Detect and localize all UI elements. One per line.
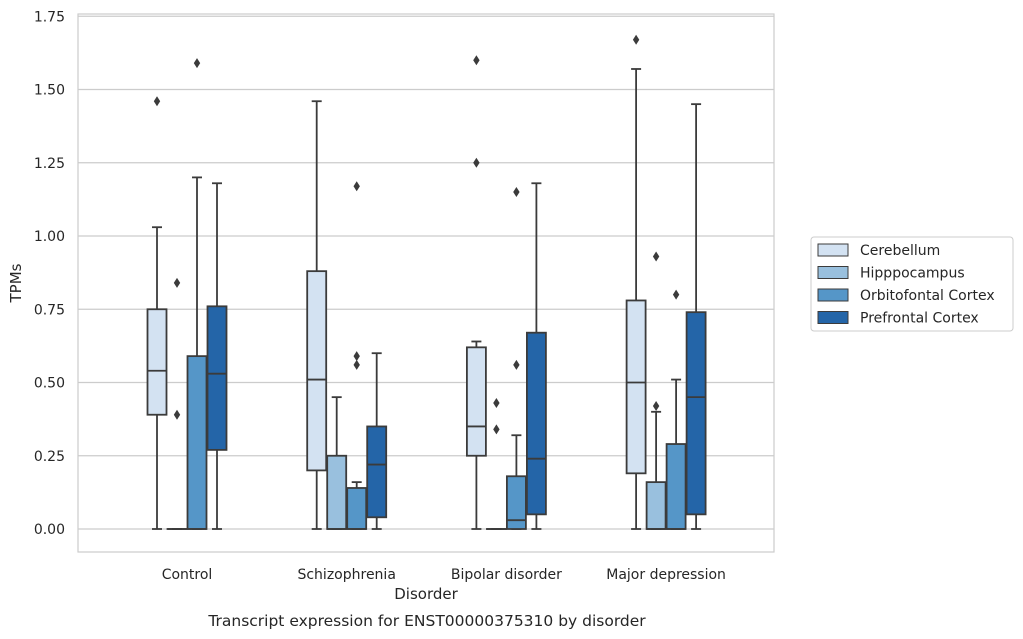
y-tick-label: 1.00 bbox=[34, 229, 65, 245]
box-prefrontal-cortex bbox=[206, 182, 228, 530]
outlier-point bbox=[193, 58, 201, 69]
box-hipppocampus bbox=[166, 277, 188, 530]
y-tick-label: 0.75 bbox=[34, 302, 65, 318]
x-tick-label: Schizophrenia bbox=[297, 567, 395, 583]
x-axis-label: Disorder bbox=[394, 585, 458, 603]
x-tick-label: Control bbox=[162, 567, 213, 583]
box-iqr bbox=[645, 481, 667, 530]
x-tick-label: Bipolar disorder bbox=[451, 567, 562, 583]
box-iqr bbox=[465, 346, 487, 457]
box-cerebellum bbox=[625, 34, 647, 530]
box-orbitofontal-cortex bbox=[186, 58, 208, 530]
box-iqr bbox=[625, 299, 647, 475]
figure-caption: Transcript expression for ENST0000037531… bbox=[207, 612, 646, 630]
box-hipppocampus bbox=[645, 251, 667, 530]
plot-frame bbox=[77, 13, 775, 553]
y-axis-ticks: 0.00 0.25 0.50 0.75 1.00 1.25 1.50 1.75 bbox=[34, 9, 65, 538]
outlier-point bbox=[493, 424, 500, 435]
box-iqr bbox=[146, 308, 168, 416]
y-axis-label: TPMs bbox=[7, 263, 25, 303]
box-iqr bbox=[526, 331, 547, 516]
y-tick-label: 0.50 bbox=[34, 376, 65, 392]
y-tick-label: 0.00 bbox=[34, 522, 65, 538]
box-prefrontal-cortex bbox=[526, 182, 547, 530]
box-hipppocampus bbox=[485, 398, 507, 530]
box-iqr bbox=[346, 487, 368, 530]
legend-swatch bbox=[817, 243, 849, 257]
box-orbitofontal-cortex bbox=[665, 289, 687, 530]
box-iqr bbox=[366, 425, 388, 519]
legend-label: Cerebellum bbox=[860, 243, 940, 259]
box-iqr bbox=[665, 443, 687, 530]
outlier-point bbox=[173, 277, 181, 288]
legend-items: Cerebellum Hipppocampus Orbitofontal Corte… bbox=[817, 243, 995, 327]
box-iqr bbox=[685, 311, 707, 516]
boxes bbox=[146, 34, 707, 530]
box-iqr bbox=[186, 355, 208, 530]
box-iqr bbox=[206, 305, 228, 451]
legend-label: Hipppocampus bbox=[860, 266, 965, 282]
box-orbitofontal-cortex bbox=[505, 187, 527, 530]
outlier-point bbox=[513, 359, 520, 370]
outlier-point bbox=[652, 400, 660, 411]
outlier-point bbox=[353, 359, 360, 370]
box-cerebellum bbox=[306, 100, 328, 530]
legend-label: Prefrontal Cortex bbox=[860, 311, 979, 327]
outlier-point bbox=[493, 398, 500, 409]
box-prefrontal-cortex bbox=[685, 103, 707, 530]
y-tick-label: 1.75 bbox=[34, 9, 65, 25]
y-tick-label: 0.25 bbox=[34, 449, 65, 465]
box-cerebellum bbox=[465, 55, 487, 530]
box-iqr bbox=[505, 475, 527, 530]
outlier-point bbox=[173, 409, 181, 420]
legend-swatch bbox=[817, 311, 849, 324]
box-iqr bbox=[306, 270, 328, 472]
box-orbitofontal-cortex bbox=[346, 181, 368, 530]
x-axis-ticks: Control Schizophrenia Bipolar disorder Majo… bbox=[162, 567, 726, 583]
y-tick-label: 1.25 bbox=[34, 156, 65, 172]
outlier-point bbox=[513, 187, 520, 198]
outlier-point bbox=[353, 181, 360, 192]
box-cerebellum bbox=[146, 96, 168, 530]
legend-frame bbox=[810, 236, 1014, 332]
box-prefrontal-cortex bbox=[366, 352, 388, 530]
outlier-point bbox=[153, 96, 161, 107]
box-iqr bbox=[326, 454, 348, 530]
outlier-point bbox=[473, 157, 480, 168]
outlier-point bbox=[652, 251, 660, 262]
legend-swatch bbox=[817, 288, 849, 302]
y-tick-label: 1.50 bbox=[34, 83, 65, 99]
x-tick-label: Major depression bbox=[606, 567, 726, 583]
legend-label: Orbitofontal Cortex bbox=[860, 288, 995, 304]
legend-swatch bbox=[817, 266, 849, 279]
outlier-point bbox=[672, 289, 680, 300]
box-hipppocampus bbox=[326, 396, 348, 530]
legend: Cerebellum Hipppocampus Orbitofontal Corte… bbox=[810, 236, 1014, 332]
outlier-point bbox=[473, 55, 480, 66]
outlier-point bbox=[632, 34, 640, 45]
outlier-point bbox=[353, 351, 360, 362]
